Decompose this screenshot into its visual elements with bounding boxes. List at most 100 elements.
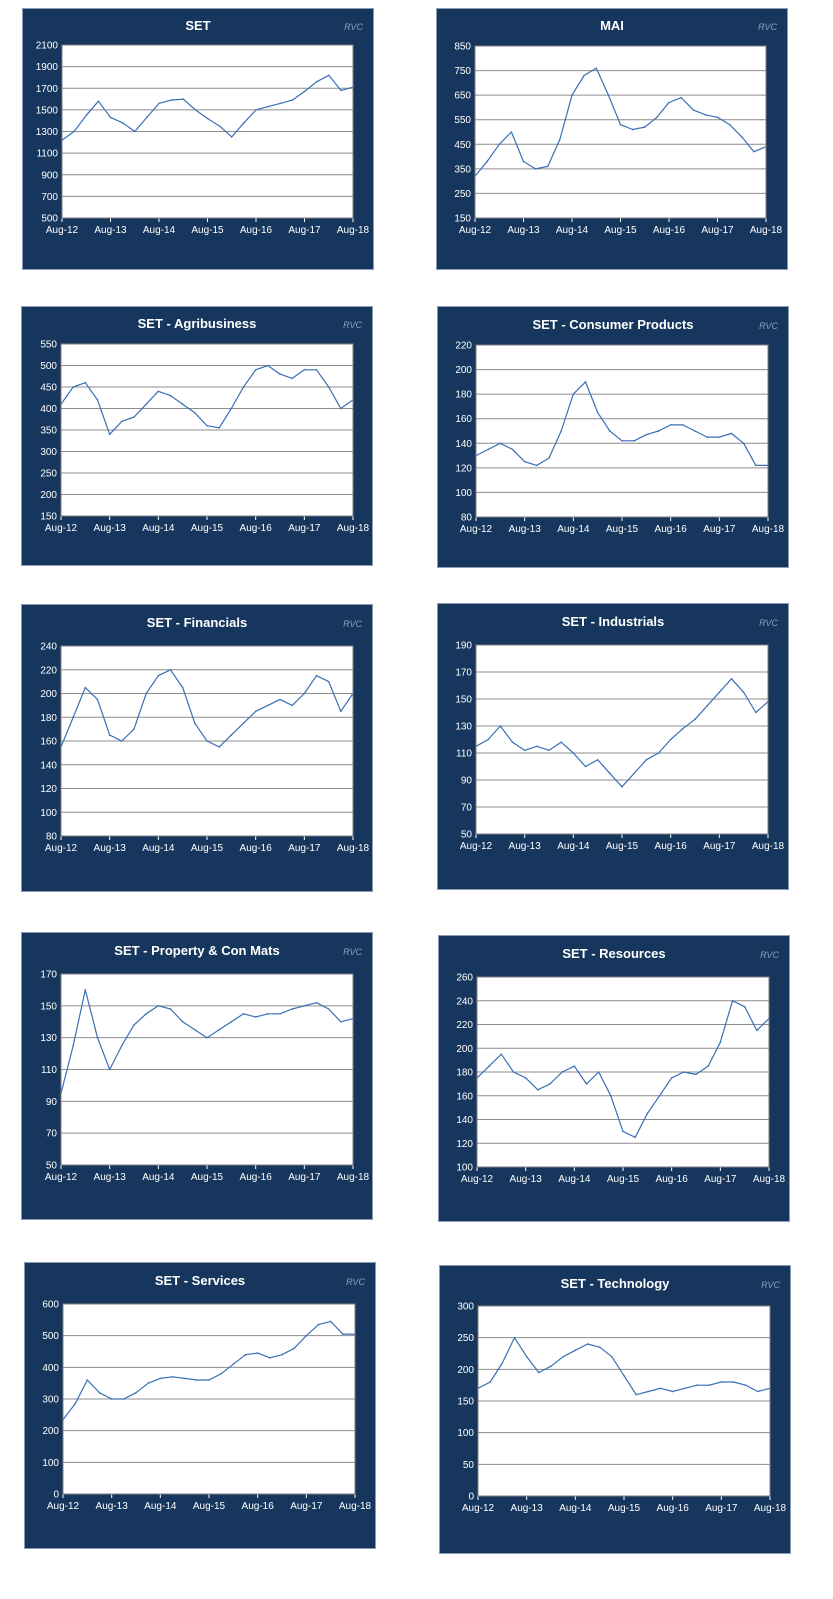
data-point: [194, 109, 197, 111]
data-point: [657, 752, 660, 754]
y-tick-label: 260: [456, 973, 473, 984]
x-tick-label: Aug-16: [240, 1172, 273, 1183]
x-tick-label: Aug-13: [507, 225, 540, 236]
chart-panel-set-agribusiness: SET - Agribusiness RVC 150 200 250 300 350 400 4…: [21, 306, 373, 566]
data-point: [108, 734, 111, 736]
data-point: [244, 1353, 247, 1356]
data-point: [704, 114, 707, 116]
data-point: [230, 1020, 233, 1023]
y-tick-label: 110: [41, 1065, 57, 1076]
plot-area: [475, 46, 766, 218]
y-tick-label: 400: [40, 404, 57, 415]
data-point: [596, 758, 599, 761]
data-point: [84, 989, 87, 991]
x-tick-label: Aug-17: [288, 225, 321, 236]
y-tick-label: 240: [456, 996, 473, 1007]
data-point: [536, 464, 538, 467]
x-tick-label: Aug-13: [509, 524, 542, 535]
data-point: [572, 393, 575, 395]
x-tick-label: Aug-14: [559, 1503, 592, 1514]
rvc-watermark: RVC: [759, 321, 778, 331]
data-point: [598, 1346, 601, 1348]
data-point: [742, 691, 745, 694]
y-tick-label: 450: [40, 383, 57, 394]
data-point: [108, 433, 111, 436]
y-tick-label: 150: [40, 512, 57, 523]
y-tick-label: 130: [455, 722, 472, 733]
y-tick-label: 500: [42, 1331, 59, 1342]
data-point: [718, 436, 721, 438]
data-point: [584, 765, 587, 768]
y-tick-label: 80: [46, 832, 58, 843]
data-point: [585, 1083, 588, 1085]
plot-border: [476, 976, 770, 1168]
rvc-watermark: RVC: [343, 320, 362, 330]
y-tick-label: 180: [40, 713, 57, 724]
data-point: [550, 1365, 552, 1367]
data-point: [646, 1112, 649, 1115]
data-point: [559, 138, 561, 141]
y-tick-label: 200: [457, 1365, 474, 1376]
data-point: [269, 1357, 271, 1359]
x-tick-label: Aug-15: [193, 1501, 226, 1512]
data-point: [658, 1094, 661, 1097]
chart-title: SET - Agribusiness: [137, 316, 257, 331]
data-point: [123, 1398, 125, 1400]
data-point: [218, 746, 220, 748]
y-tick-label: 110: [456, 749, 472, 760]
data-point: [571, 94, 573, 96]
y-tick-label: 200: [40, 490, 57, 501]
data-point: [731, 999, 734, 1002]
data-point: [621, 785, 623, 788]
data-point: [635, 1393, 637, 1396]
data-point: [633, 440, 635, 442]
y-tick-label: 1300: [36, 127, 59, 138]
y-tick-label: 0: [468, 1492, 474, 1503]
data-point: [511, 741, 514, 743]
data-point: [340, 407, 342, 410]
y-tick-label: 200: [40, 689, 57, 700]
x-tick-label: Aug-15: [604, 225, 637, 236]
x-tick-label: Aug-14: [143, 225, 176, 236]
y-tick-label: 150: [454, 214, 471, 225]
y-tick-label: 100: [42, 1458, 59, 1469]
y-tick-label: 250: [40, 469, 57, 480]
x-tick-label: Aug-13: [510, 1174, 543, 1185]
data-point: [659, 1387, 662, 1390]
data-point: [607, 94, 610, 96]
x-tick-label: Aug-12: [460, 524, 493, 535]
rvc-watermark: RVC: [344, 22, 363, 32]
y-tick-label: 1500: [36, 105, 59, 116]
y-tick-label: 120: [455, 463, 472, 474]
data-point: [574, 1349, 577, 1352]
data-point: [293, 1347, 295, 1350]
data-point: [706, 436, 708, 438]
x-tick-label: Aug-18: [752, 841, 785, 852]
data-point: [730, 677, 733, 680]
data-point: [254, 369, 257, 371]
data-point: [315, 369, 318, 371]
x-tick-label: Aug-18: [339, 1501, 372, 1512]
data-point: [206, 424, 208, 427]
rvc-watermark: RVC: [346, 1277, 365, 1287]
data-point: [610, 1094, 612, 1097]
data-point: [549, 1083, 551, 1085]
chart-svg-set-resources: 100 120 140 160 180 200 220 240 260 Aug-12 Aug-13 A…: [456, 973, 785, 1186]
data-point: [757, 1390, 759, 1393]
data-point: [719, 1041, 722, 1044]
x-tick-label: Aug-18: [337, 843, 370, 854]
data-point: [86, 1379, 89, 1381]
x-tick-label: Aug-18: [750, 225, 783, 236]
y-tick-label: 120: [456, 1139, 473, 1150]
x-tick-label: Aug-13: [94, 225, 127, 236]
y-tick-label: 70: [461, 803, 473, 814]
y-tick-label: 550: [454, 115, 471, 126]
data-point: [72, 386, 74, 388]
x-tick-label: Aug-14: [556, 225, 589, 236]
plot-area: [476, 345, 768, 517]
y-tick-label: 250: [454, 189, 471, 200]
y-tick-label: 160: [456, 1091, 473, 1102]
data-point: [121, 122, 124, 124]
data-point: [537, 1089, 539, 1091]
y-tick-label: 550: [40, 340, 57, 351]
